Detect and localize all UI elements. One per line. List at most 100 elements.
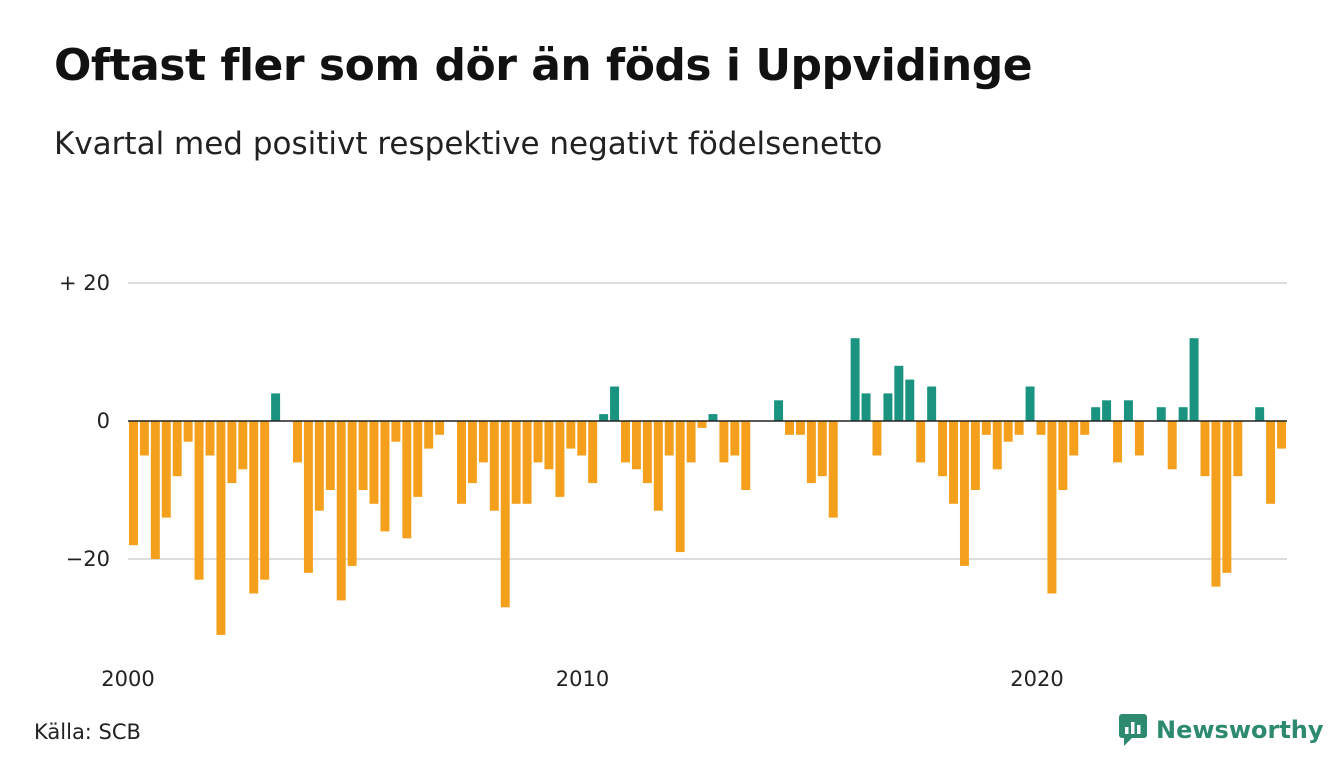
bar-2025Q1 xyxy=(1222,421,1232,573)
bar-2002Q1 xyxy=(216,421,226,635)
source-note: Källa: SCB xyxy=(34,720,141,744)
bar-2006Q4 xyxy=(424,421,434,449)
bar-2003Q1 xyxy=(260,421,270,580)
bar-2009Q3 xyxy=(544,421,554,470)
bar-2006Q1 xyxy=(391,421,401,442)
bar-2020Q1 xyxy=(1003,421,1013,442)
bar-2008Q3 xyxy=(500,421,510,608)
bar-2022Q4 xyxy=(1123,400,1133,421)
bar-2002Q3 xyxy=(238,421,248,470)
bar-2015Q2 xyxy=(795,421,805,435)
bar-2019Q2 xyxy=(970,421,980,490)
bar-2016Q4 xyxy=(861,393,871,421)
bar-2015Q4 xyxy=(817,421,827,477)
bar-2015Q3 xyxy=(806,421,816,484)
bar-2012Q3 xyxy=(675,421,685,553)
bar-2010Q4 xyxy=(599,414,609,421)
bar-2004Q4 xyxy=(336,421,346,601)
brand-logo[interactable]: Newsworthy xyxy=(1118,713,1324,747)
y-tick-label: 0 xyxy=(97,409,110,433)
bar-2021Q4 xyxy=(1080,421,1090,435)
axis-labels: + 20 0 −20 2000 2010 2020 xyxy=(59,271,1064,691)
bar-2000Q1 xyxy=(128,421,138,546)
bar-2021Q3 xyxy=(1069,421,1079,456)
bar-2000Q3 xyxy=(150,421,160,559)
bar-2012Q1 xyxy=(653,421,663,511)
bar-2004Q2 xyxy=(314,421,324,511)
bar-2017Q2 xyxy=(883,393,893,421)
bar-2013Q2 xyxy=(708,414,718,421)
bar-2008Q1 xyxy=(478,421,488,463)
bar-2006Q2 xyxy=(402,421,412,539)
bar-2005Q1 xyxy=(347,421,357,566)
chart-title: Oftast fler som dör än föds i Uppvidinge xyxy=(54,40,1033,91)
bar-2024Q3 xyxy=(1200,421,1210,477)
bar-2022Q3 xyxy=(1113,421,1123,463)
bar-2008Q4 xyxy=(511,421,521,504)
bar-2016Q1 xyxy=(828,421,838,518)
bar-2019Q1 xyxy=(959,421,969,566)
bar-undefined xyxy=(1266,421,1276,504)
x-tick-label: 2020 xyxy=(1010,667,1063,691)
bar-2011Q4 xyxy=(642,421,652,484)
bar-2017Q1 xyxy=(872,421,882,456)
bar-2010Q2 xyxy=(577,421,587,456)
bar-2004Q1 xyxy=(303,421,313,573)
bar-2002Q4 xyxy=(249,421,259,594)
bar-2008Q2 xyxy=(489,421,499,511)
bar-2017Q3 xyxy=(894,365,904,421)
bar-2015Q1 xyxy=(785,421,794,435)
bar-2011Q1 xyxy=(610,386,620,421)
bar-2018Q4 xyxy=(949,421,958,504)
bar-2024Q1 xyxy=(1178,407,1188,421)
bar-2009Q2 xyxy=(533,421,543,463)
bar-2012Q2 xyxy=(664,421,674,456)
bar-2011Q2 xyxy=(621,421,630,463)
bar-2010Q3 xyxy=(588,421,598,484)
bar-2020Q4 xyxy=(1036,421,1046,435)
chart-subtitle: Kvartal med positivt respektive negativt… xyxy=(54,126,883,162)
bar-2023Q3 xyxy=(1156,407,1166,421)
bar-2018Q2 xyxy=(927,386,937,421)
bar-2010Q1 xyxy=(566,421,576,449)
bar-2014Q4 xyxy=(774,400,784,421)
bar-2006Q3 xyxy=(413,421,423,497)
x-tick-label: 2010 xyxy=(556,667,609,691)
bar-2023Q1 xyxy=(1134,421,1144,456)
bar-2018Q1 xyxy=(916,421,926,463)
bar-2001Q3 xyxy=(194,421,204,580)
bar-2024Q2 xyxy=(1189,338,1199,421)
bar-undefined xyxy=(1277,421,1287,449)
bar-2014Q1 xyxy=(741,421,751,490)
bar-2025Q2 xyxy=(1233,421,1243,477)
bar-2020Q2 xyxy=(1014,421,1024,435)
bar-2022Q1 xyxy=(1091,407,1101,421)
bar-2002Q2 xyxy=(227,421,237,484)
bar-2021Q1 xyxy=(1047,421,1057,594)
newsworthy-logo-icon xyxy=(1119,714,1147,746)
gridlines xyxy=(128,282,1287,560)
bar-2001Q4 xyxy=(205,421,215,456)
bar-2021Q2 xyxy=(1058,421,1068,490)
bar-2020Q3 xyxy=(1025,386,1035,421)
bar-2000Q4 xyxy=(161,421,171,518)
bars xyxy=(128,338,1287,635)
brand-name: Newsworthy xyxy=(1156,716,1324,744)
bar-2007Q3 xyxy=(457,421,466,504)
bar-2019Q4 xyxy=(992,421,1002,470)
bar-2017Q4 xyxy=(905,379,915,421)
bar-2022Q2 xyxy=(1102,400,1112,421)
bar-2003Q4 xyxy=(292,421,302,463)
bar-2004Q3 xyxy=(325,421,335,490)
bar-2000Q2 xyxy=(139,421,149,456)
y-tick-label: + 20 xyxy=(59,271,110,295)
bar-2007Q1 xyxy=(435,421,445,435)
bar-2024Q4 xyxy=(1211,421,1221,587)
bar-2011Q3 xyxy=(631,421,641,470)
bar-2003Q2 xyxy=(271,393,281,421)
bar-2005Q3 xyxy=(369,421,379,504)
bar-2013Q4 xyxy=(730,421,740,456)
bar-2009Q4 xyxy=(555,421,565,497)
bar-2018Q3 xyxy=(938,421,948,477)
